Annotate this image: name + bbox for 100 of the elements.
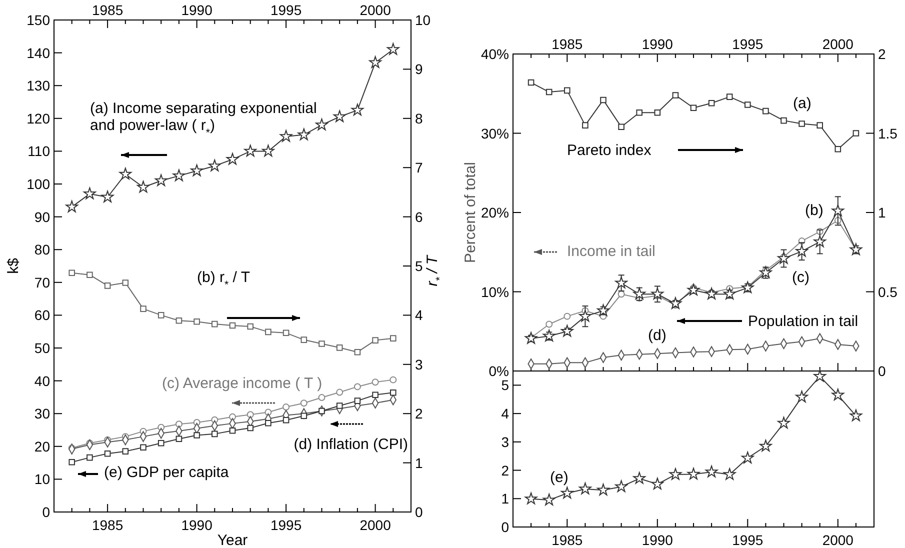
y2-tick-label: 0.5 bbox=[878, 284, 898, 300]
point bbox=[354, 348, 361, 356]
point bbox=[247, 323, 254, 330]
point bbox=[726, 94, 733, 100]
y-tick-label: 10% bbox=[480, 284, 509, 300]
point bbox=[597, 304, 610, 316]
point bbox=[582, 122, 588, 128]
point bbox=[137, 180, 150, 193]
x2-tick-label: 1985 bbox=[92, 517, 124, 533]
annotation: (d) Inflation (CPI) bbox=[294, 436, 408, 453]
point bbox=[372, 392, 378, 398]
point bbox=[390, 389, 396, 396]
point bbox=[372, 337, 378, 344]
y-tick-label: 20 bbox=[34, 438, 50, 454]
y-axis-title: Percent of total bbox=[462, 162, 479, 263]
annotation: (d) bbox=[648, 327, 666, 344]
y-tick-label: 2 bbox=[501, 462, 510, 478]
x-tick-label: 1985 bbox=[552, 36, 583, 52]
point bbox=[262, 144, 274, 157]
y-tick-label: 130 bbox=[26, 78, 50, 94]
point bbox=[528, 79, 534, 86]
point bbox=[318, 394, 326, 402]
annotation: (e) bbox=[550, 469, 568, 486]
point bbox=[579, 310, 592, 322]
point bbox=[194, 432, 200, 438]
point bbox=[615, 276, 628, 288]
y-tick-label: 5 bbox=[501, 377, 510, 394]
point bbox=[212, 430, 218, 438]
point bbox=[372, 378, 379, 386]
point bbox=[832, 388, 844, 400]
y-tick-label: 150 bbox=[26, 12, 50, 28]
point bbox=[194, 318, 200, 325]
point bbox=[280, 130, 292, 142]
y-tick-label: 140 bbox=[26, 44, 50, 61]
point bbox=[690, 104, 697, 112]
point bbox=[212, 320, 218, 328]
point bbox=[66, 200, 78, 212]
point bbox=[560, 324, 574, 337]
x-tick-label: 1990 bbox=[181, 2, 213, 18]
x-tick-label: 1995 bbox=[732, 532, 764, 548]
point bbox=[122, 448, 129, 454]
point bbox=[282, 417, 290, 424]
y2-tick-label: 2 bbox=[415, 406, 423, 422]
point bbox=[687, 468, 700, 480]
point bbox=[265, 328, 272, 336]
annotation: (b) r$_{*}$ / T bbox=[197, 269, 250, 291]
point bbox=[741, 452, 754, 464]
point bbox=[175, 420, 182, 428]
point bbox=[282, 330, 290, 336]
point bbox=[615, 480, 628, 492]
y2-tick-label: 0 bbox=[415, 504, 423, 520]
point bbox=[524, 492, 538, 504]
point bbox=[176, 436, 182, 442]
y2-tick-label: 8 bbox=[415, 110, 423, 126]
point bbox=[760, 440, 772, 452]
x-tick-label: 1985 bbox=[552, 532, 583, 548]
point bbox=[542, 494, 556, 506]
y2-tick-label: 4 bbox=[415, 307, 423, 324]
annotation: Income in tail bbox=[567, 243, 656, 260]
point bbox=[778, 252, 790, 264]
point bbox=[68, 459, 75, 466]
annotation: (a) bbox=[793, 95, 812, 112]
y2-tick-label: 1 bbox=[878, 204, 886, 220]
point bbox=[687, 284, 700, 296]
y2-tick-label: 9 bbox=[415, 61, 423, 78]
point bbox=[852, 130, 860, 136]
point bbox=[832, 204, 844, 216]
y-tick-label: 0% bbox=[488, 363, 509, 379]
point bbox=[122, 280, 129, 286]
point bbox=[597, 484, 610, 496]
point bbox=[780, 117, 787, 124]
point bbox=[176, 317, 182, 324]
point bbox=[104, 282, 111, 289]
y-tick-label: 4 bbox=[501, 406, 510, 422]
point bbox=[84, 187, 96, 200]
point bbox=[158, 312, 164, 318]
point bbox=[140, 444, 146, 451]
point bbox=[834, 146, 842, 152]
point bbox=[560, 486, 574, 499]
y-tick-label: 40% bbox=[480, 46, 509, 62]
y-tick-label: 30% bbox=[480, 125, 509, 142]
point bbox=[86, 454, 93, 461]
point bbox=[86, 272, 93, 278]
annotation: (c) bbox=[792, 269, 810, 286]
point bbox=[669, 468, 682, 480]
point bbox=[618, 124, 624, 130]
point bbox=[744, 102, 751, 108]
point bbox=[244, 144, 257, 157]
point bbox=[636, 110, 642, 116]
y-tick-label: 0 bbox=[42, 504, 50, 520]
point bbox=[336, 388, 344, 396]
point bbox=[154, 174, 168, 186]
x-tick-label: 1985 bbox=[92, 2, 124, 18]
point bbox=[298, 128, 310, 140]
y2-tick-label: 2 bbox=[878, 46, 886, 62]
point bbox=[564, 312, 571, 320]
x-tick-label: 1995 bbox=[270, 2, 302, 18]
point bbox=[354, 383, 361, 390]
point bbox=[850, 409, 862, 422]
y2-tick-label: 7 bbox=[415, 160, 423, 176]
